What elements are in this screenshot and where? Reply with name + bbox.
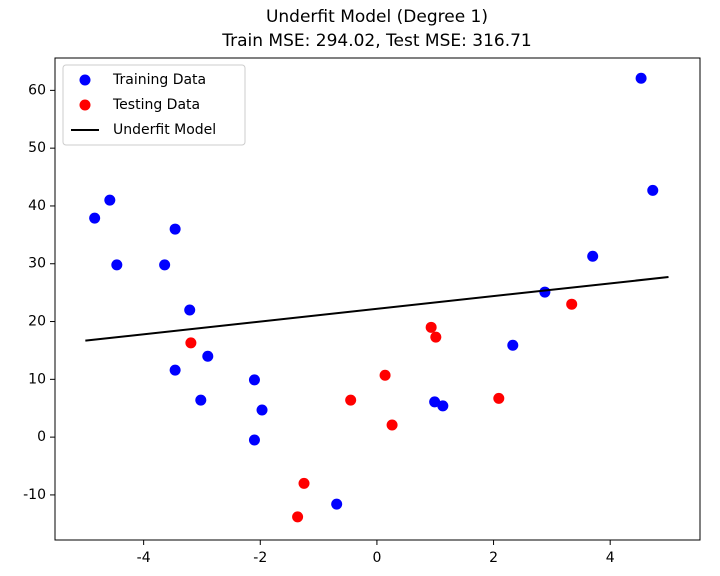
y-tick-label: 10: [28, 371, 46, 387]
y-tick-label: 0: [37, 429, 46, 445]
data-point: [379, 369, 391, 381]
data-point: [566, 298, 578, 310]
data-point: [195, 394, 207, 406]
data-point: [647, 184, 659, 196]
chart-title: Underfit Model (Degree 1): [266, 7, 488, 27]
legend-label: Training Data: [112, 72, 206, 88]
data-point: [298, 477, 310, 489]
model-line: [85, 276, 669, 342]
data-point: [256, 404, 268, 416]
data-point: [345, 394, 357, 406]
y-tick-label: 50: [28, 140, 46, 156]
data-point: [430, 331, 442, 343]
y-tick-label: 40: [28, 198, 46, 214]
data-point: [159, 259, 171, 271]
data-point: [89, 212, 101, 224]
data-point: [587, 250, 599, 262]
x-tick-label: 2: [489, 550, 498, 566]
data-point: [169, 223, 181, 235]
chart-subtitle: Train MSE: 294.02, Test MSE: 316.71: [221, 31, 532, 51]
data-point: [507, 339, 519, 351]
y-tick-label: 30: [28, 256, 46, 272]
y-tick-label: -10: [23, 487, 46, 503]
x-tick-label: -2: [253, 550, 267, 566]
data-point: [292, 511, 304, 523]
data-point: [202, 350, 214, 362]
legend-label: Underfit Model: [113, 122, 216, 138]
data-point: [248, 374, 260, 386]
y-tick-label: 60: [28, 82, 46, 98]
data-point: [111, 259, 123, 271]
data-point: [425, 321, 437, 333]
x-tick-label: -4: [137, 550, 151, 566]
data-point: [185, 337, 197, 349]
legend-marker: [79, 74, 91, 86]
data-point: [169, 364, 181, 376]
x-tick-label: 4: [606, 550, 615, 566]
legend-marker: [79, 99, 91, 111]
x-tick-label: 0: [372, 550, 381, 566]
data-point: [635, 72, 647, 84]
y-tick-label: 20: [28, 314, 46, 330]
data-point: [539, 286, 551, 298]
data-point: [184, 304, 196, 316]
data-point: [493, 392, 505, 404]
data-point: [437, 400, 449, 412]
data-point: [429, 396, 441, 408]
data-point: [104, 194, 116, 206]
data-point: [248, 434, 260, 446]
legend-box: [62, 64, 246, 146]
plot-area: [54, 57, 701, 541]
data-point: [386, 419, 398, 431]
legend-label: Testing Data: [112, 97, 200, 113]
data-point: [331, 498, 343, 510]
